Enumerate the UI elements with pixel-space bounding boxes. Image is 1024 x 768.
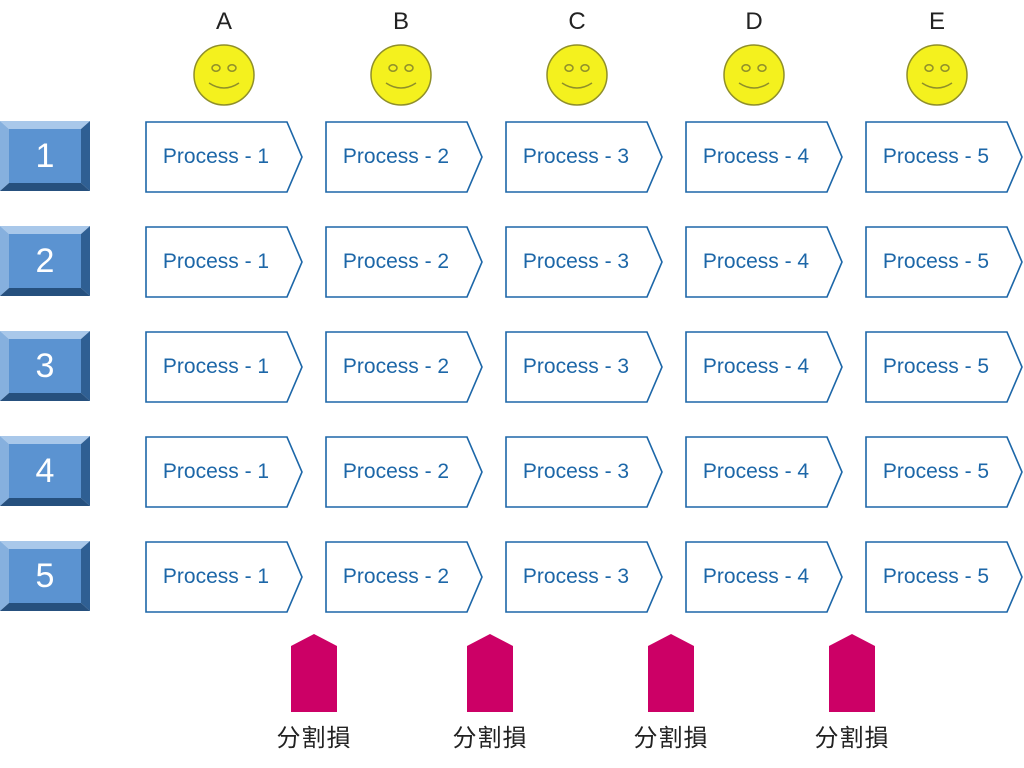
row-number-button: 4 [0, 436, 90, 506]
process-step-label: Process - 4 [702, 145, 810, 168]
process-step-chevron: Process - 2 [325, 331, 485, 403]
division-loss-label: 分割損 [276, 724, 352, 752]
process-step-chevron: Process - 2 [325, 436, 485, 508]
row-number-label: 1 [9, 129, 81, 183]
process-step-chevron: Process - 2 [325, 121, 485, 193]
process-step-chevron: Process - 3 [505, 331, 665, 403]
process-step-chevron: Process - 1 [145, 436, 305, 508]
process-step-label: Process - 3 [522, 250, 630, 273]
division-loss-label: 分割損 [814, 724, 890, 752]
process-step-chevron: Process - 2 [325, 226, 485, 298]
row-number-label: 2 [9, 234, 81, 288]
process-step-label: Process - 3 [522, 565, 630, 588]
process-step-chevron: Process - 1 [145, 121, 305, 193]
process-step-chevron: Process - 4 [685, 436, 845, 508]
smiley-face-icon [722, 43, 786, 107]
process-step-label: Process - 2 [342, 355, 450, 378]
row-number-label: 3 [9, 339, 81, 393]
division-loss-marker [467, 634, 513, 714]
process-step-chevron: Process - 4 [685, 226, 845, 298]
process-step-chevron: Process - 1 [145, 226, 305, 298]
process-step-label: Process - 1 [162, 460, 270, 483]
process-step-chevron: Process - 4 [685, 121, 845, 193]
process-step-label: Process - 5 [882, 565, 990, 588]
process-step-label: Process - 1 [162, 145, 270, 168]
division-loss-label: 分割損 [633, 724, 709, 752]
worker-label: E [928, 8, 945, 35]
process-step-label: Process - 4 [702, 460, 810, 483]
process-step-label: Process - 4 [702, 355, 810, 378]
process-step-label: Process - 5 [882, 250, 990, 273]
process-step-label: Process - 2 [342, 565, 450, 588]
row-number-label: 5 [9, 549, 81, 603]
process-step-label: Process - 5 [882, 355, 990, 378]
smiley-face-icon [369, 43, 433, 107]
process-step-chevron: Process - 5 [865, 436, 1024, 508]
process-step-label: Process - 2 [342, 250, 450, 273]
worker-label: C [568, 8, 586, 35]
process-step-chevron: Process - 3 [505, 541, 665, 613]
smiley-face-icon [192, 43, 256, 107]
process-step-chevron: Process - 3 [505, 121, 665, 193]
process-step-chevron: Process - 1 [145, 331, 305, 403]
process-step-label: Process - 3 [522, 460, 630, 483]
process-step-label: Process - 1 [162, 565, 270, 588]
process-step-label: Process - 5 [882, 145, 990, 168]
process-step-chevron: Process - 2 [325, 541, 485, 613]
process-step-chevron: Process - 5 [865, 541, 1024, 613]
process-step-label: Process - 3 [522, 145, 630, 168]
process-step-label: Process - 2 [342, 145, 450, 168]
process-step-chevron: Process - 5 [865, 121, 1024, 193]
row-number-button: 1 [0, 121, 90, 191]
process-step-chevron: Process - 5 [865, 226, 1024, 298]
row-number-button: 2 [0, 226, 90, 296]
process-step-label: Process - 3 [522, 355, 630, 378]
process-step-label: Process - 1 [162, 250, 270, 273]
row-number-button: 3 [0, 331, 90, 401]
process-step-label: Process - 4 [702, 565, 810, 588]
division-loss-marker [648, 634, 694, 714]
process-step-label: Process - 1 [162, 355, 270, 378]
process-step-label: Process - 5 [882, 460, 990, 483]
worker-label: D [745, 8, 763, 35]
row-number-label: 4 [9, 444, 81, 498]
worker-label: A [215, 8, 232, 35]
process-step-chevron: Process - 1 [145, 541, 305, 613]
process-step-chevron: Process - 3 [505, 436, 665, 508]
process-step-label: Process - 4 [702, 250, 810, 273]
process-step-chevron: Process - 4 [685, 541, 845, 613]
process-step-chevron: Process - 3 [505, 226, 665, 298]
process-step-chevron: Process - 4 [685, 331, 845, 403]
division-loss-label: 分割損 [452, 724, 528, 752]
process-step-chevron: Process - 5 [865, 331, 1024, 403]
smiley-face-icon [545, 43, 609, 107]
process-step-label: Process - 2 [342, 460, 450, 483]
division-loss-marker [829, 634, 875, 714]
worker-label: B [392, 8, 409, 35]
row-number-button: 5 [0, 541, 90, 611]
smiley-face-icon [905, 43, 969, 107]
division-loss-marker [291, 634, 337, 714]
